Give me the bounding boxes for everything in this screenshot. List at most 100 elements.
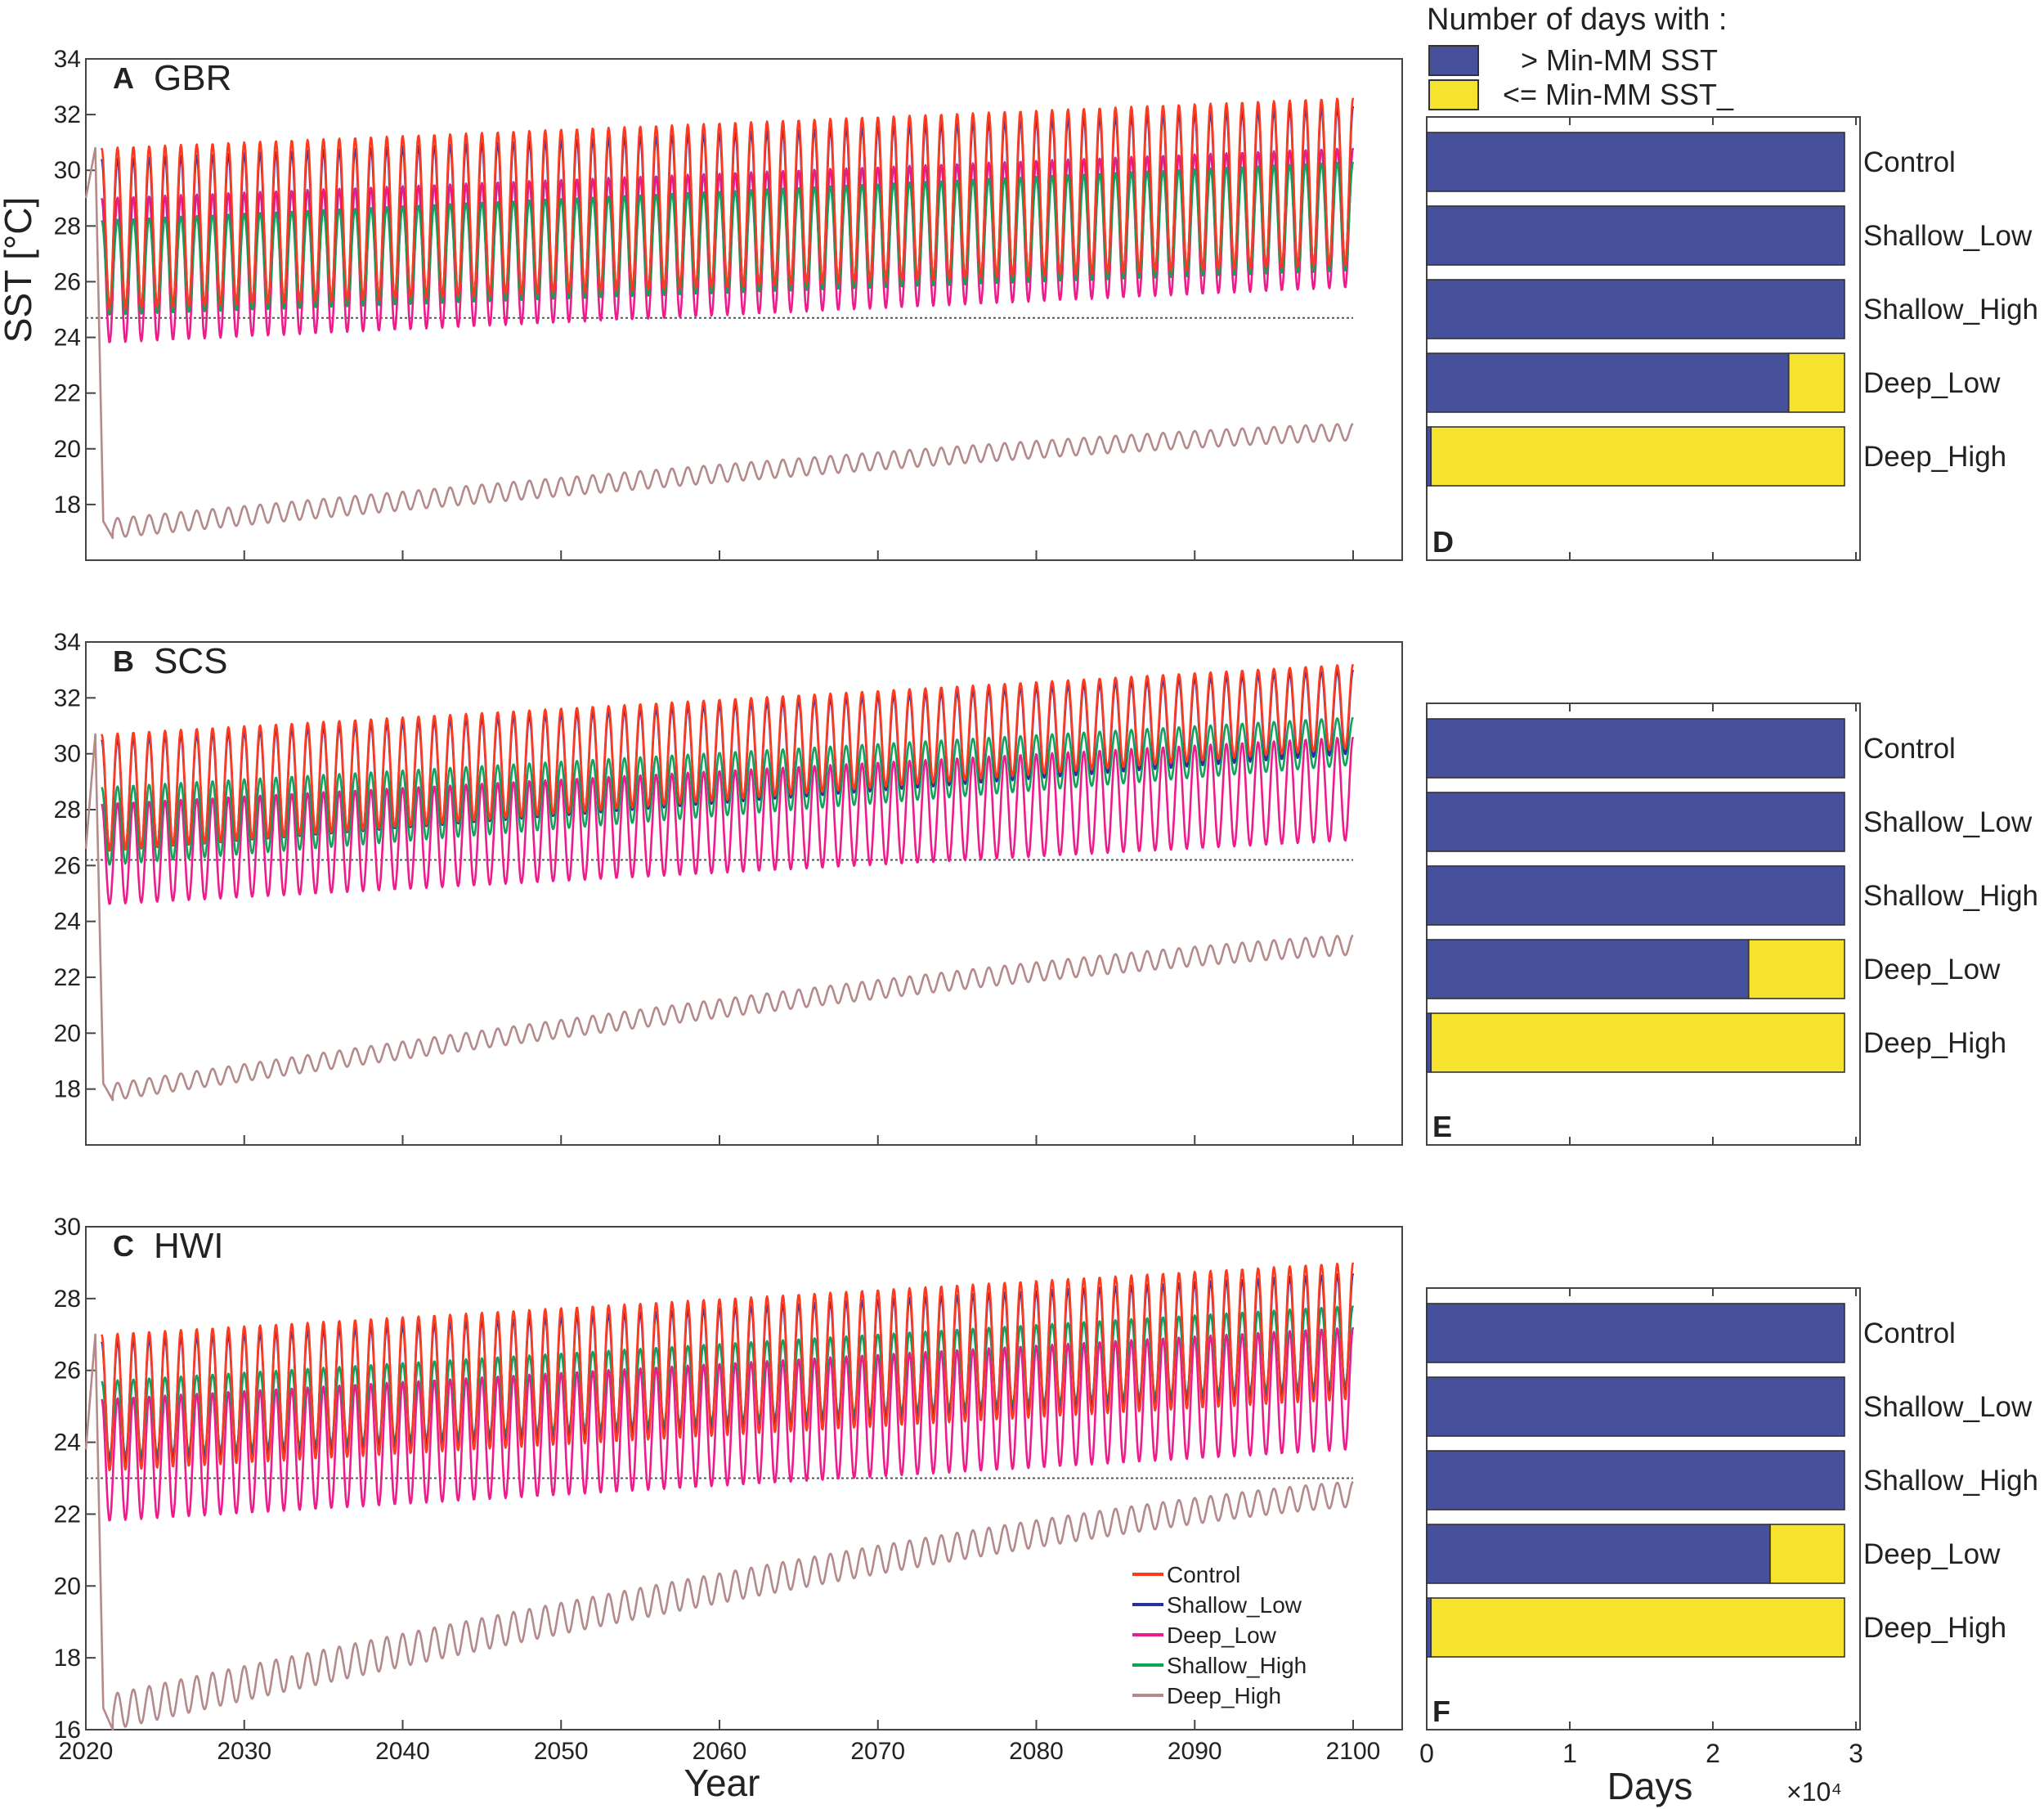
sst-panel-scs: 18 20 22 24 26 28 30 32 34 B SCS — [54, 629, 1403, 1146]
plot-frame — [85, 58, 1403, 561]
y-tick-label: 26 — [54, 852, 81, 879]
bar-deep-high-below — [1430, 1597, 1845, 1658]
y-tick-label: 28 — [54, 797, 81, 824]
y-tick-label: 20 — [54, 1573, 81, 1600]
bar-legend-label-below: <= Min-MM SST_ — [1503, 78, 1734, 111]
bar-legend: Number of days with : > Min-MM SST <= Mi… — [1427, 2, 1734, 111]
bar-shallow-low-above — [1426, 792, 1845, 852]
bar-category-label: Deep_High — [1863, 441, 2006, 473]
series-control — [101, 97, 1355, 310]
y-tick-label: 24 — [54, 1430, 81, 1457]
bar-deep-low-above — [1426, 1524, 1771, 1584]
panel-letter: C — [113, 1229, 134, 1263]
bar-control-above — [1426, 718, 1845, 779]
bar-shallow-low-above — [1426, 1376, 1845, 1437]
legend-label: Deep_Low — [1167, 1623, 1277, 1648]
x-tick-label: 2030 — [217, 1738, 271, 1765]
bar-control-above — [1426, 132, 1845, 192]
bar-category-label: Control — [1863, 1317, 1956, 1349]
bar-category-label: Shallow_High — [1863, 1465, 2038, 1497]
bar-deep-low-above — [1426, 352, 1790, 413]
y-tick-label: 22 — [54, 380, 81, 407]
bar-category-label: Deep_Low — [1863, 367, 2001, 399]
bar-x-axis-label: Days — [1607, 1765, 1693, 1807]
bar-legend-swatch-above — [1428, 45, 1479, 76]
bar-category-label: Shallow_Low — [1863, 220, 2033, 252]
y-tick-label: 18 — [54, 492, 81, 518]
panel-title: SCS — [154, 641, 227, 681]
x-tick-label: 2060 — [693, 1738, 747, 1765]
panel-letter: E — [1432, 1110, 1452, 1143]
x-tick-label: 1 — [1562, 1739, 1577, 1768]
y-tick-label: 34 — [54, 629, 81, 656]
bar-category-label: Control — [1863, 733, 1956, 765]
y-tick-label: 20 — [54, 1020, 81, 1047]
series-deep-low — [101, 736, 1355, 905]
y-tick-label: 30 — [54, 741, 81, 768]
series-deep-high — [84, 146, 1354, 540]
bar-legend-label-above: > Min-MM SST — [1521, 43, 1718, 77]
bar-category-label: Shallow_High — [1863, 294, 2038, 325]
y-tick-label: 20 — [54, 436, 81, 463]
bar-category-label: Control — [1863, 146, 1956, 178]
panel-letter: B — [113, 644, 134, 678]
x-tick-label: 2080 — [1009, 1738, 1064, 1765]
bar-category-label: Deep_High — [1863, 1027, 2006, 1059]
bar-shallow-high-above — [1426, 1450, 1845, 1510]
bar-panel-e: Control Shallow_Low Shallow_High Deep_Low De… — [1426, 703, 2038, 1146]
series-deep-low — [101, 1326, 1355, 1522]
legend-label: Control — [1167, 1562, 1240, 1587]
y-tick-label: 26 — [54, 268, 81, 295]
y-tick-label: 30 — [54, 157, 81, 184]
y-tick-label: 24 — [54, 325, 81, 352]
bar-legend-title: Number of days with : — [1427, 2, 1727, 37]
y-tick-label: 28 — [54, 213, 81, 240]
y-tick-label: 28 — [54, 1286, 81, 1313]
bar-panel-f: 0 1 2 3 Control Shallow_Low Shallow_High Deep_L… — [1419, 1287, 2038, 1768]
bar-category-label: Deep_Low — [1863, 954, 2001, 985]
panel-letter: F — [1432, 1695, 1450, 1728]
bar-shallow-high-above — [1426, 865, 1845, 926]
series-control — [101, 663, 1355, 852]
x-tick-label: 2 — [1706, 1739, 1720, 1768]
panel-title: GBR — [154, 58, 231, 98]
bar-deep-low-above — [1426, 939, 1750, 999]
bar-x-axis-multiplier: ×10⁴ — [1786, 1777, 1842, 1807]
y-tick-label: 18 — [54, 1645, 81, 1672]
series-deep-high — [84, 733, 1354, 1102]
x-tick-label: 2050 — [534, 1738, 589, 1765]
panel-letter: D — [1432, 525, 1454, 559]
bar-shallow-low-above — [1426, 205, 1845, 266]
panel-letter: A — [113, 61, 134, 95]
bar-deep-high-below — [1430, 1012, 1845, 1073]
sst-panel-gbr: 18 20 22 24 26 28 30 32 34 A GBR — [54, 46, 1403, 561]
y-tick-label: 32 — [54, 685, 81, 711]
y-tick-label: 16 — [54, 1717, 81, 1744]
plot-frame — [85, 641, 1403, 1146]
y-tick-label: 22 — [54, 1501, 81, 1528]
bar-deep-low-below — [1747, 939, 1845, 999]
bar-deep-low-below — [1787, 352, 1845, 413]
series-shallow-high — [101, 161, 1355, 316]
sst-panel-hwi: 16 18 20 22 24 26 28 30 2020 2030 2040 2050 2060 2070… — [54, 1214, 1403, 1765]
x-tick-label: 2090 — [1168, 1738, 1222, 1765]
y-tick-label: 22 — [54, 964, 81, 991]
x-tick-label: 2070 — [850, 1738, 905, 1765]
bar-deep-low-below — [1769, 1524, 1845, 1584]
y-tick-label: 30 — [54, 1214, 81, 1241]
bar-deep-high-below — [1430, 426, 1845, 487]
bar-category-label: Shallow_Low — [1863, 1391, 2033, 1423]
y-tick-label: 24 — [54, 909, 81, 936]
sst-y-axis-label: SST [°C] — [0, 197, 39, 343]
y-tick-label: 32 — [54, 101, 81, 128]
bar-legend-swatch-below — [1428, 79, 1479, 110]
sst-x-axis-label: Year — [684, 1762, 760, 1804]
bar-shallow-high-above — [1426, 279, 1845, 339]
series-control — [101, 1262, 1355, 1471]
bar-category-label: Deep_High — [1863, 1612, 2006, 1644]
x-tick-label: 2100 — [1326, 1738, 1381, 1765]
y-tick-label: 18 — [54, 1076, 81, 1103]
bar-panel-d: Control Shallow_Low Shallow_High Deep_Low De… — [1426, 116, 2038, 561]
panel-title: HWI — [154, 1226, 224, 1266]
